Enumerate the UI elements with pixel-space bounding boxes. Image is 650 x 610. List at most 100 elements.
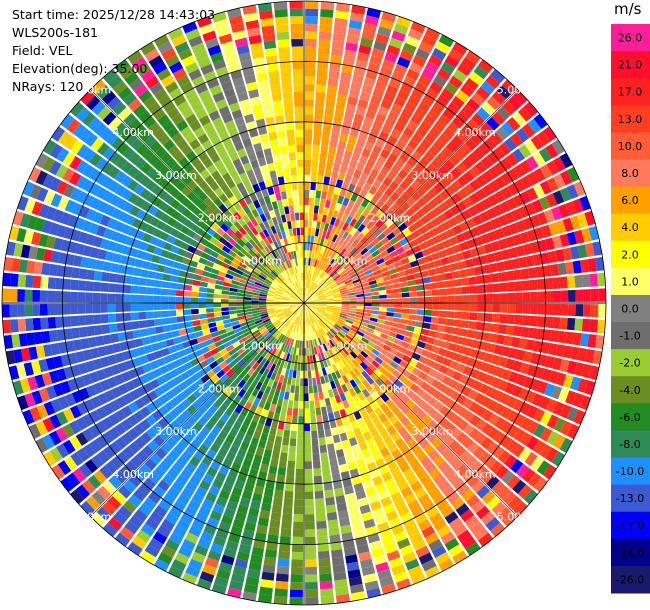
velocity-gate (304, 280, 307, 288)
velocity-gate (262, 282, 271, 288)
velocity-gate (237, 123, 248, 134)
velocity-gate (345, 554, 358, 564)
velocity-gate (372, 144, 383, 155)
velocity-gate (246, 220, 255, 230)
velocity-gate (308, 340, 311, 348)
velocity-gate (246, 475, 257, 486)
velocity-gate (339, 432, 348, 442)
velocity-gate (18, 333, 28, 347)
velocity-gate (60, 212, 71, 226)
velocity-gate (227, 127, 239, 138)
velocity-gate (257, 336, 265, 344)
velocity-gate (323, 351, 329, 360)
velocity-gate (144, 544, 160, 558)
velocity-gate (245, 346, 254, 354)
velocity-gate (242, 458, 252, 468)
velocity-gate (483, 374, 494, 386)
velocity-gate (209, 384, 219, 394)
velocity-gate (318, 252, 323, 261)
velocity-gate (386, 425, 397, 436)
colorbar-swatch (611, 403, 650, 431)
velocity-gate (427, 408, 439, 419)
velocity-gate (380, 496, 393, 508)
velocity-gate (298, 197, 304, 205)
velocity-gate (410, 180, 421, 191)
velocity-gate (158, 94, 172, 107)
velocity-gate (384, 52, 398, 63)
velocity-gate (581, 318, 591, 332)
velocity-gate (53, 383, 64, 397)
velocity-gate (267, 309, 275, 313)
velocity-gate (466, 118, 480, 132)
velocity-gate (425, 506, 439, 519)
velocity-gate (311, 305, 319, 309)
velocity-gate (314, 483, 323, 492)
velocity-gate (523, 101, 538, 117)
velocity-gate (183, 309, 192, 316)
velocity-gate (317, 353, 323, 362)
velocity-gate (367, 102, 379, 113)
velocity-gate (498, 450, 512, 464)
velocity-gate (424, 221, 435, 231)
velocity-gate (452, 115, 465, 129)
velocity-gate (418, 100, 431, 113)
velocity-gate (209, 414, 220, 425)
velocity-gate (264, 549, 277, 559)
velocity-gate (123, 275, 133, 285)
velocity-gate (467, 152, 480, 165)
velocity-gate (233, 202, 242, 212)
velocity-gate (177, 493, 190, 506)
diagonal-line (90, 89, 518, 517)
velocity-gate (512, 233, 523, 246)
velocity-gate (309, 273, 314, 282)
velocity-gate (214, 18, 229, 30)
velocity-gate (533, 113, 548, 129)
velocity-gate (242, 373, 251, 383)
velocity-gate (80, 500, 95, 516)
velocity-gate (174, 254, 184, 263)
velocity-gate (336, 148, 345, 157)
velocity-gate (292, 292, 299, 299)
velocity-gate (348, 294, 357, 299)
velocity-gate (320, 352, 326, 361)
velocity-gate (262, 495, 273, 505)
velocity-gate (208, 191, 219, 202)
velocity-gate (60, 113, 75, 129)
velocity-gate (147, 440, 160, 452)
velocity-gate (259, 383, 267, 393)
velocity-gate (320, 271, 327, 279)
velocity-gate (410, 572, 426, 585)
velocity-gate (366, 221, 375, 230)
velocity-gate (459, 328, 468, 337)
velocity-gate (356, 330, 365, 337)
velocity-gate (221, 352, 231, 361)
velocity-gate (231, 363, 240, 373)
velocity-gate (273, 1, 288, 10)
velocity-gate (56, 265, 66, 277)
velocity-gate (236, 239, 245, 248)
velocity-gate (318, 31, 332, 41)
velocity-gate (246, 169, 255, 179)
velocity-gate (419, 334, 428, 343)
velocity-gate (75, 417, 88, 431)
velocity-gate (114, 423, 127, 436)
velocity-gate (459, 450, 472, 463)
velocity-gate (156, 220, 167, 231)
velocity-gate (255, 423, 264, 433)
velocity-gate (166, 361, 176, 371)
velocity-gate (274, 296, 282, 300)
velocity-gate (349, 379, 358, 388)
colorbar-swatch (611, 565, 650, 594)
velocity-gate (180, 81, 194, 94)
velocity-gate (300, 317, 303, 326)
velocity-gate (290, 235, 295, 244)
velocity-gate (480, 156, 493, 170)
velocity-gate (530, 456, 544, 471)
velocity-gate (325, 292, 333, 296)
velocity-gate (117, 332, 127, 342)
velocity-gate (363, 265, 372, 272)
velocity-gate (198, 151, 209, 163)
velocity-gate (215, 496, 228, 508)
velocity-gate (304, 303, 312, 305)
velocity-gate (117, 107, 132, 121)
